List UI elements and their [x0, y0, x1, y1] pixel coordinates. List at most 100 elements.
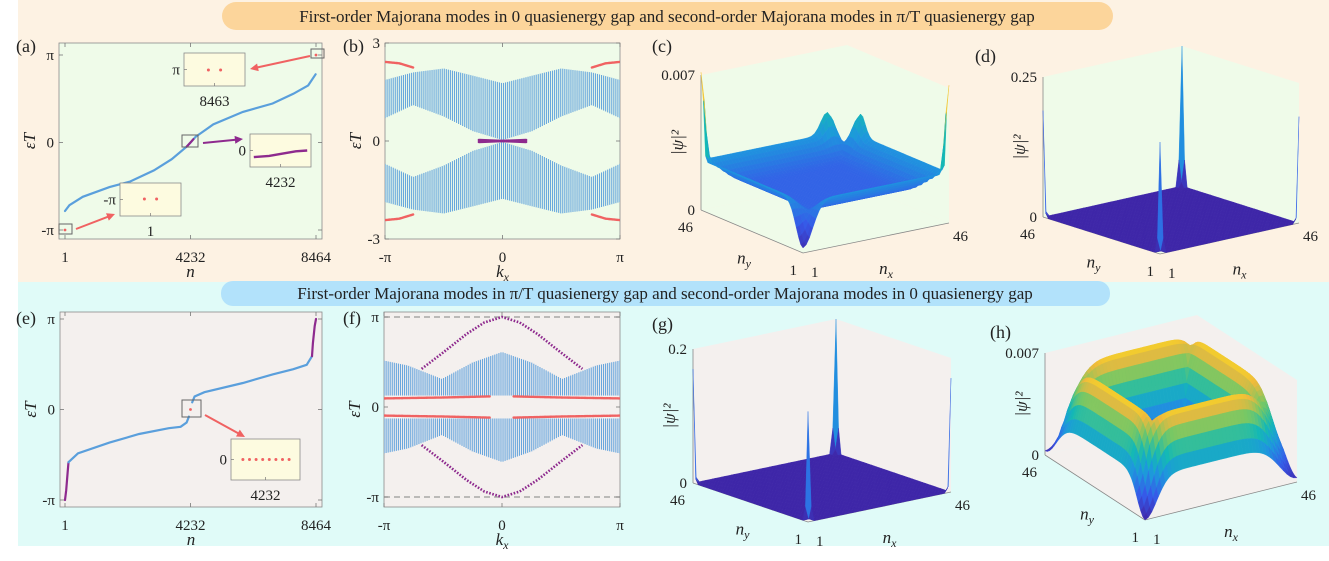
plot-marks: [385, 60, 620, 222]
x-tick-label: 1: [811, 265, 819, 281]
x-tick-label: 4232: [175, 250, 205, 266]
y-axis-label: εT: [21, 400, 40, 418]
floor-plane: [701, 180, 949, 253]
inset-point: [142, 197, 146, 201]
panel-label: (f): [343, 308, 361, 329]
x-tick-label: 1: [61, 518, 69, 534]
edge-state-curve: [385, 60, 415, 69]
y-tick-label: π: [47, 312, 55, 328]
x-axis-label: n: [186, 262, 195, 281]
y-tick-label: 1: [1147, 264, 1155, 280]
y-axis-label-sub: y: [1094, 261, 1101, 275]
edge-state-curve: [590, 60, 620, 69]
y-tick-label: 0: [47, 136, 55, 152]
panel-label: (b): [343, 36, 364, 57]
y-tick-label: -π: [41, 223, 54, 239]
plot-area: [383, 311, 621, 508]
inset-point: [241, 458, 245, 461]
inset: 0 4232: [181, 133, 312, 191]
y-tick-label: -π: [366, 490, 379, 506]
arrow-head-icon: [234, 135, 243, 144]
x-tick-label: 46: [1303, 229, 1319, 245]
arrow-line: [75, 215, 110, 230]
top-banner: [222, 2, 1113, 30]
bottom-banner: [221, 281, 1110, 306]
x-axis-label-sub: x: [503, 270, 510, 284]
inset-point: [261, 458, 265, 461]
inset: -π 1: [58, 182, 182, 240]
inset-point: [287, 458, 291, 461]
x-tick-label: π: [616, 518, 624, 534]
y-axis-label: εT: [346, 131, 365, 149]
zoom-region-box: [181, 134, 199, 148]
y-axis-label-sub: y: [745, 257, 752, 271]
y-tick-label: 0: [372, 400, 380, 416]
x-axis-label-main: k: [496, 262, 504, 281]
x-axis-label: n: [187, 530, 196, 549]
y-axis-label-main: n: [737, 249, 746, 268]
bottom-banner-text: First-order Majorana modes in π/T quasie…: [297, 284, 1033, 303]
top-banner-text: First-order Majorana modes in 0 quasiene…: [299, 7, 1035, 26]
y-tick-label: π: [46, 48, 54, 64]
z-axis-label: |ψ|²: [668, 129, 687, 155]
y-tick-label: 46: [678, 220, 694, 236]
y-tick-label: 46: [1020, 227, 1036, 243]
z-axis-label: |ψ|²: [1010, 134, 1029, 160]
panel-label: (e): [16, 308, 36, 329]
inset-point: [219, 68, 223, 72]
x-axis-label-sub: x: [1240, 268, 1247, 282]
plot-marks: [63, 53, 318, 232]
panel-a: 1 4232 8464 -π 0 π n εT (a) π 8463 0 4232 -π 1: [16, 36, 332, 281]
y-axis-label: εT: [20, 131, 39, 149]
x-tick-label: -π: [379, 250, 392, 266]
panel-label: (c): [652, 36, 672, 57]
inset-point: [206, 68, 210, 72]
inset-x-tick-label: 4232: [251, 488, 281, 504]
x-tick-label: π: [616, 250, 624, 266]
x-tick-label: 1: [1168, 266, 1176, 282]
y-tick-label: 3: [373, 36, 381, 52]
x-axis-label-main: n: [879, 259, 888, 278]
surface: [700, 72, 950, 249]
y-axis-label: εT: [345, 400, 364, 418]
x-tick-label: 46: [953, 229, 969, 245]
panel-b: -π 0 π -3 0 3 kx εT (b): [343, 36, 624, 284]
mode-point: [63, 228, 67, 232]
edge-state-curve: [590, 213, 620, 222]
x-tick-label: -π: [378, 518, 391, 534]
edge-state-curve: [477, 138, 528, 144]
z-tick-label: 0: [688, 203, 696, 219]
x-tick-label: 8464: [301, 250, 332, 266]
y-tick-label: -π: [42, 493, 55, 509]
x-axis-label-sub: x: [887, 267, 894, 281]
panel-label: (a): [16, 36, 36, 57]
x-axis-label: kx: [496, 262, 510, 284]
inset-point: [254, 458, 258, 461]
panels: 1 4232 8464 -π 0 π n εT (a) π 8463 0 4232 -π 1 -π 0 π -3 0 3…: [16, 36, 1319, 552]
arrow-line: [255, 55, 311, 69]
y-tick-label: 1: [790, 263, 798, 279]
inset-point: [155, 197, 159, 201]
arrow-head-icon: [250, 63, 259, 72]
inset-y-tick-label: 0: [220, 453, 228, 469]
inset-y-tick-label: -π: [103, 193, 116, 209]
inset-point: [281, 458, 285, 461]
inset-box: [183, 52, 246, 87]
spectrum-curve: [185, 138, 195, 148]
inset-x-tick-label: 8463: [200, 94, 230, 110]
inset-point: [267, 458, 271, 461]
arrow-head-icon: [106, 213, 115, 221]
mode-point: [314, 53, 318, 57]
panel-label: (d): [975, 46, 996, 67]
zoom-region-box: [58, 223, 73, 235]
y-tick-label: 0: [373, 134, 381, 150]
inset-point: [274, 458, 278, 461]
x-tick-label: 8464: [301, 518, 332, 534]
inset-x-tick-label: 4232: [266, 175, 296, 191]
x-tick-label: 1: [61, 250, 69, 266]
inset-box: [119, 182, 182, 217]
base-axes: [700, 209, 950, 254]
y-tick-label: -3: [368, 232, 381, 248]
